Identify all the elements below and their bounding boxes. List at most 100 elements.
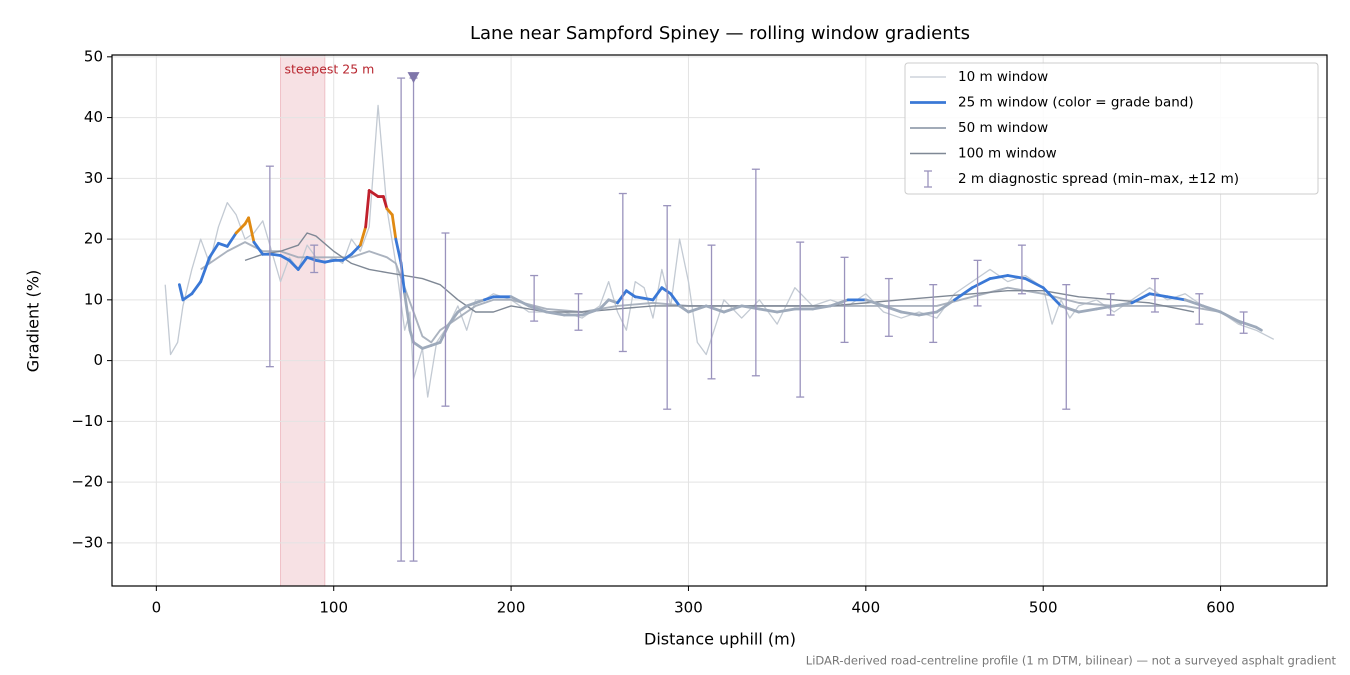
line-segment bbox=[465, 301, 478, 308]
line-segment bbox=[687, 304, 708, 314]
line-segment bbox=[181, 292, 194, 302]
line-segment bbox=[403, 292, 412, 332]
y-tick-label: 20 bbox=[84, 230, 103, 248]
marker bbox=[407, 72, 420, 84]
line-segment bbox=[758, 307, 779, 314]
x-axis-label: Distance uphill (m) bbox=[644, 630, 796, 649]
line-segment bbox=[358, 225, 368, 247]
x-tick-label: 300 bbox=[674, 599, 703, 617]
line-segment bbox=[429, 340, 442, 347]
line-segment bbox=[178, 283, 185, 302]
line-segment bbox=[447, 310, 460, 326]
line-segment bbox=[527, 304, 548, 314]
line-segment bbox=[438, 322, 451, 344]
line-segment bbox=[669, 292, 681, 308]
line-segment bbox=[1077, 307, 1098, 314]
line-segment bbox=[1236, 319, 1258, 329]
line-segment bbox=[580, 307, 602, 317]
line-segment bbox=[364, 189, 371, 229]
line-segment bbox=[1165, 295, 1187, 302]
line-segment bbox=[988, 274, 1010, 280]
line-segment bbox=[935, 298, 956, 314]
x-tick-label: 500 bbox=[1029, 599, 1058, 617]
line-segment bbox=[1254, 325, 1263, 332]
y-tick-label: 40 bbox=[84, 108, 103, 126]
y-tick-label: −20 bbox=[71, 473, 103, 491]
line-segment bbox=[624, 289, 637, 299]
line-segment bbox=[296, 255, 309, 271]
line-segment bbox=[252, 240, 265, 256]
legend-box bbox=[904, 62, 1319, 195]
line-segment bbox=[1130, 292, 1152, 305]
x-tick-label: 600 bbox=[1206, 599, 1235, 617]
line-segment bbox=[456, 304, 469, 314]
line-segment bbox=[390, 213, 398, 241]
line-segment bbox=[1148, 292, 1169, 299]
line-segment bbox=[660, 286, 673, 296]
y-tick-label: −30 bbox=[71, 533, 103, 551]
line-segment bbox=[722, 304, 744, 314]
line-segment bbox=[1112, 301, 1134, 308]
legend-label: 25 m window (color = grade band) bbox=[958, 95, 1194, 111]
line-segment bbox=[367, 189, 380, 198]
line-segment bbox=[970, 277, 992, 290]
line-segment bbox=[678, 304, 690, 314]
line-segment bbox=[234, 222, 247, 235]
line-segment bbox=[616, 289, 628, 305]
line-segment bbox=[899, 310, 921, 317]
line-segment bbox=[598, 298, 611, 311]
line-segment bbox=[190, 280, 203, 296]
line-segment bbox=[394, 237, 403, 265]
line-segment bbox=[704, 304, 726, 314]
line-segment bbox=[775, 307, 797, 314]
y-tick-label: 10 bbox=[84, 290, 103, 308]
x-tick-label: 400 bbox=[852, 599, 881, 617]
legend-label: 100 m window bbox=[958, 146, 1057, 162]
line-segment bbox=[1024, 277, 1045, 290]
line-segment bbox=[350, 243, 362, 256]
x-tick-label: 100 bbox=[319, 599, 348, 617]
y-tick-label: 0 bbox=[93, 351, 103, 369]
line-segment bbox=[247, 216, 256, 244]
line-segment bbox=[1201, 304, 1222, 314]
line-segment bbox=[279, 254, 291, 262]
line-segment bbox=[953, 286, 974, 302]
line-segment bbox=[270, 252, 282, 257]
line-segment bbox=[225, 231, 238, 248]
line-segment bbox=[412, 340, 424, 350]
legend-label: 10 m window bbox=[958, 69, 1048, 85]
line-segment bbox=[217, 241, 229, 248]
legend-label: 50 m window bbox=[958, 120, 1048, 136]
line-segment bbox=[381, 195, 389, 211]
line-segment bbox=[864, 298, 885, 308]
y-axis-label: Gradient (%) bbox=[24, 270, 43, 372]
x-tick-label: 200 bbox=[497, 599, 526, 617]
y-tick-label: 50 bbox=[84, 47, 103, 65]
line-segment bbox=[474, 298, 486, 305]
line-segment bbox=[545, 310, 566, 317]
chart-title: Lane near Sampford Spiney — rolling wind… bbox=[470, 23, 970, 44]
footnote: LiDAR-derived road-centreline profile (1… bbox=[806, 654, 1337, 668]
line-segment bbox=[651, 286, 664, 302]
y-tick-label: −10 bbox=[71, 412, 103, 430]
line-segment bbox=[509, 295, 531, 308]
line-segment bbox=[208, 241, 220, 259]
line-segment bbox=[199, 255, 211, 284]
x-tick-label: 0 bbox=[152, 599, 162, 617]
line-segment bbox=[811, 304, 832, 311]
line-segment bbox=[1059, 304, 1081, 314]
line-segment bbox=[1219, 310, 1240, 323]
line-segment bbox=[314, 258, 327, 264]
highlight-band bbox=[280, 54, 326, 587]
line-segment bbox=[287, 258, 300, 271]
legend-label: 2 m diagnostic spread (min–max, ±12 m) bbox=[958, 171, 1239, 187]
line-segment bbox=[421, 344, 433, 350]
line-segment bbox=[341, 252, 353, 262]
line-segment bbox=[633, 295, 655, 302]
line-segment bbox=[1041, 286, 1063, 308]
plot-frame bbox=[111, 54, 1328, 587]
highlight-label: steepest 25 m bbox=[285, 62, 375, 77]
line bbox=[200, 241, 1243, 344]
line-segment bbox=[483, 295, 495, 302]
